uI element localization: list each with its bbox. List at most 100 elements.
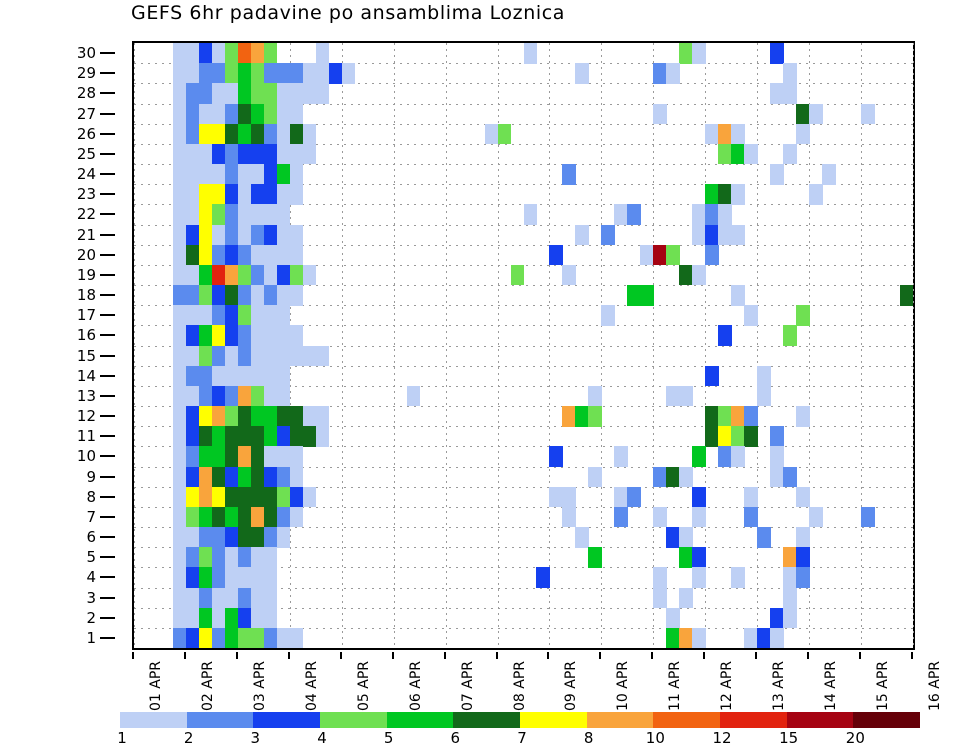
y-axis-tick-label: 10	[76, 447, 96, 466]
heatmap-cell	[263, 486, 278, 508]
heatmap-cell	[575, 224, 589, 246]
heatmap-cell	[172, 123, 187, 145]
heatmap-cell	[289, 123, 304, 145]
y-axis-tick-label: 28	[76, 84, 96, 103]
heatmap-cell	[640, 285, 654, 306]
heatmap-cell	[783, 567, 797, 588]
heatmap-cell	[185, 567, 200, 588]
heatmap-cell	[614, 446, 628, 467]
heatmap-cell	[224, 325, 239, 346]
heatmap-cell	[289, 83, 304, 104]
y-axis-tick-mark	[100, 92, 115, 95]
heatmap-cell	[250, 547, 265, 568]
heatmap-cell	[705, 224, 719, 246]
heatmap-cell	[588, 406, 602, 427]
heatmap-cell	[276, 285, 291, 306]
heatmap-cell	[198, 587, 213, 609]
heatmap-cell	[185, 285, 200, 306]
heatmap-cell	[783, 607, 797, 629]
heatmap-cell	[796, 103, 810, 125]
heatmap-cell	[224, 103, 239, 125]
heatmap-cell	[679, 264, 693, 286]
x-axis-tick-label: 11 APR	[667, 661, 684, 712]
heatmap-cell	[172, 143, 187, 165]
heatmap-cell	[185, 607, 200, 629]
heatmap-cell	[627, 486, 641, 508]
heatmap-cell	[276, 123, 291, 145]
y-axis-tick-label: 20	[76, 245, 96, 264]
heatmap-cell	[315, 43, 330, 64]
x-axis-tick-mark	[443, 652, 446, 659]
heatmap-cell	[224, 365, 239, 387]
heatmap-cell	[250, 224, 265, 246]
heatmap-cell	[198, 83, 213, 104]
heatmap-cell	[718, 184, 732, 205]
heatmap-cell	[172, 83, 187, 104]
heatmap-cell	[224, 385, 239, 407]
heatmap-cell	[770, 466, 784, 488]
heatmap-cell	[250, 486, 265, 508]
heatmap-cell	[250, 43, 265, 64]
heatmap-cell	[653, 103, 667, 125]
x-axis-tick-label: 13 APR	[771, 661, 788, 712]
heatmap-cell	[172, 506, 187, 528]
heatmap-cell	[276, 63, 291, 84]
y-axis-tick-label: 15	[76, 346, 96, 365]
heatmap-cell	[341, 63, 356, 84]
heatmap-cell	[263, 305, 278, 326]
heatmap-cell	[289, 345, 304, 367]
heatmap-cell	[250, 63, 265, 84]
y-axis-tick-mark	[100, 112, 115, 115]
heatmap-cell	[263, 325, 278, 346]
heatmap-cell	[276, 143, 291, 165]
heatmap-cell	[588, 385, 602, 407]
y-axis-tick-mark	[100, 253, 115, 256]
heatmap-cell	[640, 244, 654, 266]
heatmap-cell	[276, 486, 291, 508]
heatmap-cell	[185, 325, 200, 346]
heatmap-cell	[653, 466, 667, 488]
heatmap-cell	[185, 446, 200, 467]
heatmap-cell	[224, 466, 239, 488]
heatmap-cell	[211, 627, 226, 648]
colorbar-tick-label: 12	[712, 729, 732, 747]
heatmap-cell	[237, 244, 252, 266]
heatmap-cell	[211, 587, 226, 609]
colorbar-segment	[120, 712, 187, 728]
heatmap-cell	[302, 426, 317, 447]
heatmap-cell	[172, 446, 187, 467]
heatmap-cell	[211, 224, 226, 246]
x-axis-tick-label: 16 APR	[927, 661, 943, 712]
heatmap-cell	[705, 426, 719, 447]
heatmap-cell	[653, 506, 667, 528]
gridline-horizontal	[134, 567, 913, 569]
heatmap-cell	[302, 264, 317, 286]
heatmap-cell	[744, 406, 758, 427]
heatmap-cell	[263, 143, 278, 165]
heatmap-cell	[237, 83, 252, 104]
heatmap-cell	[224, 587, 239, 609]
heatmap-cell	[172, 164, 187, 185]
heatmap-cell	[549, 244, 563, 266]
heatmap-cell	[172, 264, 187, 286]
heatmap-cell	[809, 506, 823, 528]
heatmap-cell	[211, 345, 226, 367]
heatmap-cell	[185, 204, 200, 225]
x-axis-tick-mark	[547, 652, 550, 659]
heatmap-cell	[601, 305, 615, 326]
heatmap-cell	[263, 164, 278, 185]
gridline-horizontal	[134, 103, 913, 105]
heatmap-cell	[315, 426, 330, 447]
heatmap-cell	[185, 506, 200, 528]
heatmap-cell	[263, 123, 278, 145]
heatmap-cell	[250, 446, 265, 467]
heatmap-plot	[132, 41, 915, 650]
heatmap-cell	[185, 43, 200, 64]
heatmap-cell	[198, 103, 213, 125]
x-axis-tick-label: 05 APR	[355, 661, 372, 712]
heatmap-cell	[211, 305, 226, 326]
heatmap-cell	[237, 63, 252, 84]
heatmap-cell	[315, 83, 330, 104]
heatmap-cell	[198, 365, 213, 387]
